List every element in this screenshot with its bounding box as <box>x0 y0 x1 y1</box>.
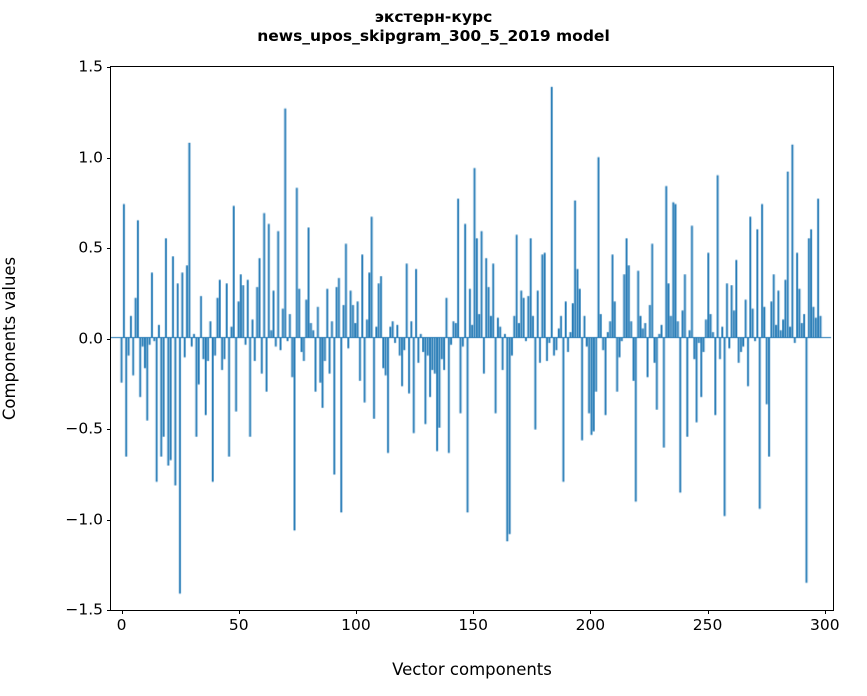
y-tick-mark <box>107 157 111 159</box>
y-tick-label: 0.5 <box>78 238 103 257</box>
y-tick-label: 1.5 <box>78 57 103 76</box>
y-tick-mark <box>107 429 111 431</box>
chart-title: экстерн-курс news_upos_skipgram_300_5_20… <box>0 8 867 46</box>
x-tick-mark <box>707 610 709 614</box>
x-tick-mark <box>355 610 358 614</box>
y-tick-label: −1.5 <box>65 600 103 619</box>
x-tick-label: 100 <box>341 616 371 634</box>
y-tick-mark <box>107 67 111 69</box>
y-tick-mark <box>107 610 111 612</box>
x-axis-label: Vector components <box>392 660 552 679</box>
chart-title-line-1: экстерн-курс <box>374 8 493 26</box>
x-tick-label: 200 <box>575 616 606 634</box>
y-tick-label: −1.0 <box>65 509 103 528</box>
x-tick-mark <box>238 610 240 614</box>
y-tick-label: 0.0 <box>78 328 103 347</box>
x-tick-mark <box>473 610 475 614</box>
y-axis-label: Components values <box>0 256 19 421</box>
y-tick-label: −0.5 <box>65 419 103 438</box>
y-tick-mark <box>107 338 111 340</box>
plot-axes: 1.5 1.0 0.5 0.0 −0.5 −1.0 −1.5 0 50 100 150 200 250 3… <box>65 59 839 633</box>
x-tick-mark <box>121 610 123 614</box>
y-tick-label: 1.0 <box>78 147 103 166</box>
x-tick-label: 50 <box>228 616 249 634</box>
x-tick-label: 0 <box>116 616 127 634</box>
x-tick-label: 300 <box>809 616 840 634</box>
x-tick-mark <box>590 610 592 614</box>
bar-series-canvas <box>111 67 833 610</box>
y-tick-mark <box>107 519 111 521</box>
y-tick-mark <box>107 248 111 250</box>
chart-title-line-2: news_upos_skipgram_300_5_2019 model <box>257 27 610 45</box>
x-tick-label: 150 <box>458 616 488 634</box>
x-tick-mark <box>824 610 826 614</box>
x-tick-label: 250 <box>692 616 723 634</box>
